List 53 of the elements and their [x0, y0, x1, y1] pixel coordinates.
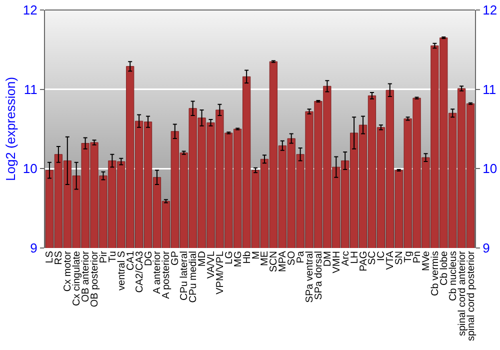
x-tick-label: LH — [349, 251, 360, 264]
x-tick-label: Cx cingulate — [72, 250, 83, 306]
y-axis-title: Log2 (expression) — [2, 76, 18, 182]
x-tick-label: GP — [170, 250, 182, 266]
x-tick-label: SC — [367, 251, 378, 265]
x-tick-label: SPa dorsal — [313, 251, 324, 300]
x-tick-label: spinal cord anterior — [456, 250, 468, 336]
x-tick-label: Arc — [340, 251, 352, 266]
x-tick-label: VA/VL — [206, 250, 217, 279]
x-tick-label: CA1 — [125, 250, 136, 270]
x-tick-label: VMH — [331, 251, 342, 274]
x-tick-label: MG — [232, 250, 244, 268]
x-tick-label: spinal cord posterior — [466, 250, 477, 342]
y2-tick-label: 9 — [482, 240, 490, 256]
x-tick-label: OB anterior — [80, 250, 92, 302]
x-tick-label: Cb nucleus — [448, 251, 459, 302]
x-tick-label: Cb vermis — [430, 251, 441, 296]
x-tick-label: Pir — [98, 250, 110, 264]
x-tick-label: CPu medial — [188, 251, 200, 303]
x-tick-label: DM — [322, 251, 334, 267]
x-tick-label: Cb lobe — [438, 250, 450, 286]
x-tick-label: MPA — [278, 250, 289, 272]
x-tick-label: A anterior — [152, 250, 164, 294]
y2-tick-label: 12 — [482, 2, 498, 18]
x-tick-label: IC — [376, 251, 388, 261]
x-tick-label: CA2/CA3 — [134, 250, 146, 293]
x-tick-label: DG — [143, 250, 154, 266]
x-tick-label: Tg — [403, 251, 414, 263]
x-tick-label: ventral S — [116, 250, 128, 290]
x-tick-label: SN — [394, 251, 406, 265]
x-tick-label: Tu — [107, 251, 118, 262]
x-tick-label: VTA — [385, 250, 396, 270]
x-tick-label: LG — [224, 250, 235, 264]
y-tick-label: 11 — [24, 82, 38, 97]
x-tick-label: Pn — [412, 251, 424, 264]
x-tick-label: Hb — [242, 250, 253, 264]
y-tick-label: 10 — [22, 161, 38, 176]
x-tick-label: A posterior — [161, 250, 172, 299]
x-tick-label: MVe — [420, 250, 432, 272]
x-tick-label: Pa — [296, 250, 307, 264]
y2-tick-label: 11 — [482, 82, 496, 97]
x-tick-label: PAG — [358, 250, 370, 272]
y2-tick-label: 10 — [482, 161, 498, 176]
x-tick-label: SCN — [268, 251, 280, 272]
x-tick-label: M — [250, 251, 262, 260]
x-tick-label: VPM/VPL — [214, 250, 226, 294]
x-tick-label: RS — [54, 250, 65, 265]
x-tick-label: ME — [260, 250, 271, 266]
x-tick-label: OB posterior — [90, 250, 101, 308]
x-tick-label: LS — [44, 250, 56, 264]
y-tick-label: 9 — [30, 240, 38, 256]
y-tick-label: 12 — [22, 2, 38, 18]
x-tick-label: SO — [286, 250, 298, 266]
